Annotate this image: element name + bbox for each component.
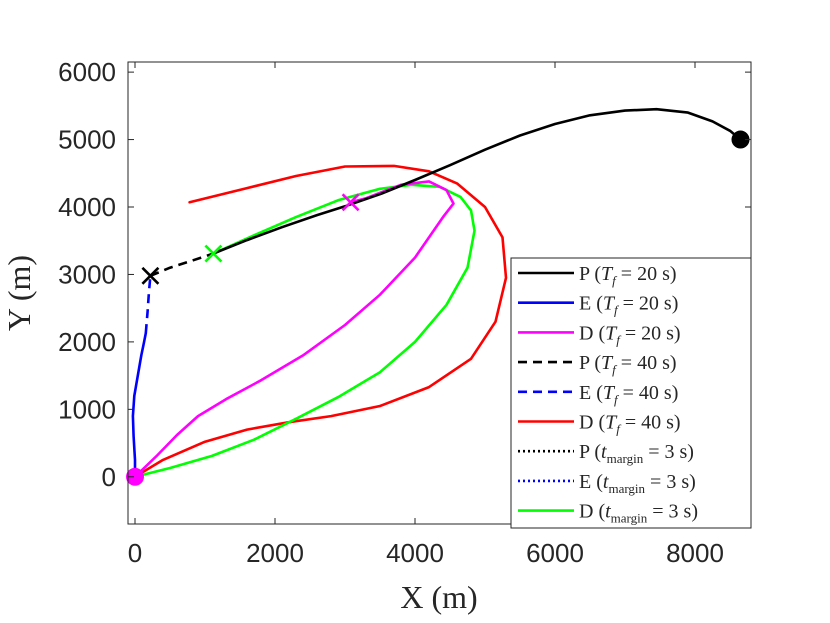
y-tick-label: 2000 (58, 327, 116, 357)
y-tick-label: 6000 (58, 57, 116, 87)
x-tick-label: 2000 (246, 538, 304, 568)
legend-entry: E (Tf = 20 s) (579, 293, 678, 318)
series-line (133, 164, 508, 479)
series-line (212, 107, 742, 255)
series-line (144, 275, 152, 334)
x-axis-label: X (m) (400, 579, 477, 615)
y-tick-label: 3000 (58, 259, 116, 289)
capture-black-marker (141, 266, 160, 285)
pursuer-start-marker (731, 130, 750, 149)
series-line (149, 252, 214, 278)
x-tick-label: 0 (128, 538, 142, 568)
y-tick-label: 1000 (58, 394, 116, 424)
tick-layer: 0 2000 4000 6000 8000 0 1000 2000 3000 4000 5000 60… (58, 57, 751, 568)
x-tick-label: 6000 (526, 538, 584, 568)
x-tick-label: 4000 (386, 538, 444, 568)
y-axis-label: Y (m) (1, 255, 37, 331)
legend-entry: P (tmargin = 3 s) (579, 441, 694, 466)
legend-entry: E (tmargin = 3 s) (579, 471, 696, 496)
legend-entry: P (Tf = 40 s) (579, 352, 677, 377)
capture-magenta-marker (341, 193, 360, 212)
capture-green-marker (204, 244, 223, 263)
y-tick-label: 4000 (58, 192, 116, 222)
marker-layer (126, 130, 750, 486)
series-layer (131, 107, 742, 479)
legend-entry: D (Tf = 40 s) (579, 412, 681, 437)
legend: P (Tf = 20 s) E (Tf = 20 s) D (Tf = 20 s) P… (510, 257, 752, 529)
series-line (131, 331, 148, 479)
y-tick-label: 0 (102, 462, 116, 492)
legend-entry: D (Tf = 20 s) (579, 322, 681, 347)
legend-entry: D (tmargin = 3 s) (579, 501, 698, 526)
x-tick-label: 8000 (666, 538, 724, 568)
evader-start-marker (126, 467, 144, 486)
legend-entry: E (Tf = 40 s) (579, 382, 678, 407)
y-tick-label: 5000 (58, 125, 116, 155)
legend-entry: P (Tf = 20 s) (579, 263, 677, 288)
